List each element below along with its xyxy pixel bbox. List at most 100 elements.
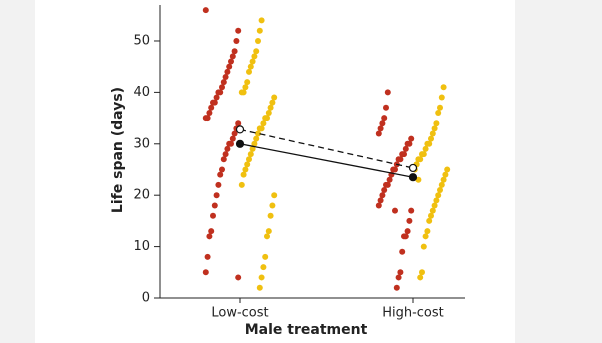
data-point [383,104,389,111]
data-point [228,58,234,65]
data-point [262,253,269,260]
data-point [415,156,422,163]
data-point [431,202,438,209]
data-point [215,181,222,188]
data-point [219,84,225,91]
data-point [386,176,393,183]
data-point [267,212,274,219]
data-point [379,192,386,199]
mean-point [235,125,245,134]
data-point [231,48,238,55]
data-point [235,274,242,281]
data-point [428,212,434,219]
data-point [426,217,433,224]
data-point [435,109,442,116]
data-point [219,166,225,173]
data-point [260,264,267,271]
data-point [433,197,440,204]
data-point [265,109,272,116]
mean-point [408,173,418,182]
data-point [258,17,265,24]
data-point [404,140,411,147]
data-point [224,68,231,75]
data-point [417,274,424,281]
data-point [383,181,389,188]
data-point [202,7,209,14]
data-point [226,63,233,70]
data-point [210,212,216,219]
data-point [244,161,251,168]
data-point [220,79,227,86]
data-point [215,89,222,96]
data-point [247,63,254,70]
data-point [406,217,413,224]
y-axis-title: Life span (days) [110,87,126,213]
data-point [208,228,215,235]
data-point [433,120,440,127]
data-point [419,269,425,276]
data-point [399,151,406,158]
data-point [424,228,431,235]
data-point [384,89,391,96]
mean-point [235,139,245,148]
data-point [377,197,384,204]
data-point [217,171,224,178]
x-axis-title: Male treatment [245,322,368,338]
data-point [204,253,211,260]
data-point [208,104,215,111]
y-tick-label: 50 [133,33,150,48]
data-point [381,187,388,194]
data-point [392,207,398,214]
data-point [420,243,427,250]
panel [35,0,515,343]
data-point [431,125,438,132]
data-point [256,27,263,34]
data-point [395,274,402,281]
data-point [264,233,270,240]
data-point [224,145,231,152]
data-point [422,233,429,240]
data-point [246,68,252,75]
data-point [249,145,256,152]
data-point [437,104,443,111]
data-point [229,53,236,60]
data-point [202,115,209,122]
data-point [377,125,384,132]
y-tick-label: 10 [133,239,150,254]
data-point [255,130,261,137]
data-point [256,125,263,132]
data-point [271,94,278,101]
data-point [255,37,261,44]
x-tick-label: Low-cost [211,306,268,321]
data-point [428,135,434,142]
data-point [404,228,411,235]
data-point [238,89,245,96]
data-point [244,79,251,86]
mean-point [408,163,418,173]
data-point [269,99,276,106]
data-point [379,120,386,127]
data-point [210,99,216,106]
data-point [419,151,425,158]
mean-line [239,143,414,178]
data-point [240,171,247,178]
data-point [399,248,406,255]
data-point [442,171,449,178]
data-point [235,27,242,34]
data-point [253,48,260,55]
data-point [375,130,382,137]
data-point [390,166,397,173]
data-point [408,207,415,214]
data-point [429,207,436,214]
data-point [213,192,220,199]
data-point [444,166,451,173]
data-point [242,166,249,173]
data-point [251,140,258,147]
data-point [424,140,431,147]
data-point [440,176,447,183]
data-point [381,115,388,122]
data-point [401,233,407,240]
data-point [438,94,445,101]
data-point [395,156,402,163]
